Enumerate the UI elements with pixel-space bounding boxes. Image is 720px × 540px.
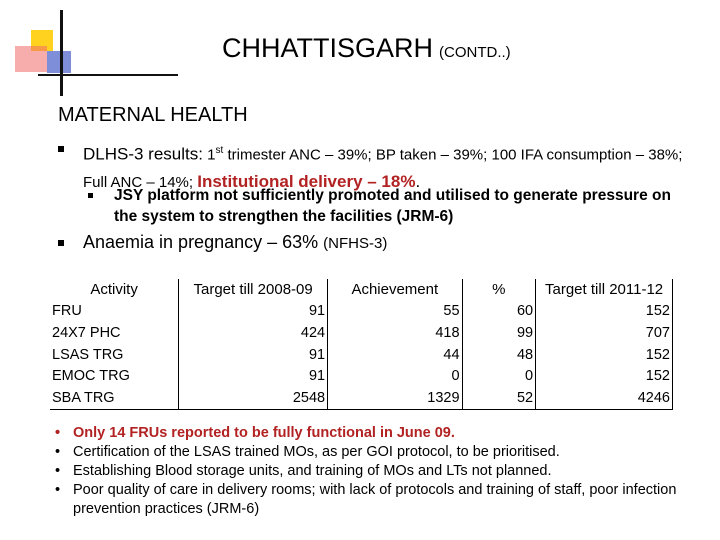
- cell-activity: FRU: [50, 300, 180, 323]
- cell-percent: 52: [462, 386, 537, 410]
- institutional-delivery-highlight: Institutional delivery – 18%: [197, 171, 416, 191]
- anaemia-text: Anaemia in pregnancy – 63%: [83, 232, 319, 252]
- sub-bullet-square-icon: [88, 193, 93, 198]
- cell-percent: 48: [462, 343, 537, 366]
- cell-percent: 0: [462, 365, 537, 387]
- cell-activity: 24X7 PHC: [50, 322, 180, 344]
- anaemia-point: Anaemia in pregnancy – 63% (NFHS-3): [83, 232, 387, 253]
- cell-target-1112: 152: [535, 300, 673, 323]
- list-item: Certification of the LSAS trained MOs, a…: [55, 443, 685, 462]
- cell-target-1112: 152: [535, 365, 673, 387]
- cell-target-0809: 91: [178, 343, 329, 366]
- activity-table: Activity Target till 2008-09 Achievement…: [50, 279, 673, 410]
- cell-percent: 60: [462, 300, 537, 323]
- dlhs-part2: trimester ANC – 39%; BP taken – 39%; 100…: [83, 146, 683, 191]
- header-target-0809: Target till 2008-09: [178, 279, 329, 301]
- cell-achievement: 1329: [327, 386, 463, 410]
- cell-achievement: 0: [327, 365, 463, 387]
- header-achievement: Achievement: [327, 279, 463, 301]
- decor-red-square: [15, 46, 47, 72]
- header-activity: Activity: [50, 279, 180, 301]
- title-suffix: (CONTD..): [439, 44, 511, 61]
- title-main: CHHATTISGARH: [222, 33, 434, 63]
- cell-percent: 99: [462, 322, 537, 344]
- cell-activity: SBA TRG: [50, 386, 180, 410]
- slide-title: CHHATTISGARH (CONTD..): [222, 33, 511, 64]
- dlhs-part1: 1: [203, 146, 216, 164]
- header-target-1112: Target till 2011-12: [535, 279, 673, 301]
- table-row: SBA TRG 2548 1329 52 4246: [50, 386, 673, 410]
- bullet-square-icon: [58, 240, 64, 246]
- section-title: MATERNAL HEALTH: [58, 104, 248, 126]
- table-row: FRU 91 55 60 152: [50, 300, 673, 323]
- list-item: Only 14 FRUs reported to be fully functi…: [55, 424, 685, 443]
- decor-horizontal-line: [38, 74, 178, 76]
- list-item: Poor quality of care in delivery rooms; …: [55, 481, 685, 519]
- cell-target-0809: 424: [178, 322, 329, 344]
- dlhs-lead: DLHS-3 results: [83, 144, 199, 164]
- dlhs-point: DLHS-3 results: 1st trimester ANC – 39%;…: [83, 138, 683, 196]
- bullet-square-icon: [58, 146, 64, 152]
- table-row: 24X7 PHC 424 418 99 707: [50, 322, 673, 344]
- cell-target-0809: 2548: [178, 386, 329, 410]
- list-item: Establishing Blood storage units, and tr…: [55, 462, 685, 481]
- dlhs-end: .: [415, 171, 421, 191]
- table-row: EMOC TRG 91 0 0 152: [50, 365, 673, 387]
- cell-target-0809: 91: [178, 365, 329, 387]
- decor-blue-square: [47, 51, 71, 73]
- dlhs-colon: :: [198, 144, 203, 164]
- jsy-subpoint: JSY platform not sufficiently promoted a…: [114, 187, 671, 225]
- header-percent: %: [462, 279, 537, 301]
- notes-list: Only 14 FRUs reported to be fully functi…: [55, 424, 685, 519]
- dlhs-sup: st: [215, 145, 224, 156]
- cell-target-1112: 152: [535, 343, 673, 366]
- cell-achievement: 44: [327, 343, 463, 366]
- decor-yellow-square: [31, 30, 53, 51]
- cell-target-0809: 91: [178, 300, 329, 323]
- table-header-row: Activity Target till 2008-09 Achievement…: [50, 279, 673, 301]
- cell-activity: LSAS TRG: [50, 343, 180, 366]
- cell-activity: EMOC TRG: [50, 365, 180, 387]
- decor-vertical-line: [60, 10, 63, 96]
- cell-achievement: 55: [327, 300, 463, 323]
- cell-achievement: 418: [327, 322, 463, 344]
- cell-target-1112: 707: [535, 322, 673, 344]
- cell-target-1112: 4246: [535, 386, 673, 410]
- anaemia-source: (NFHS-3): [323, 235, 388, 252]
- table-row: LSAS TRG 91 44 48 152: [50, 343, 673, 366]
